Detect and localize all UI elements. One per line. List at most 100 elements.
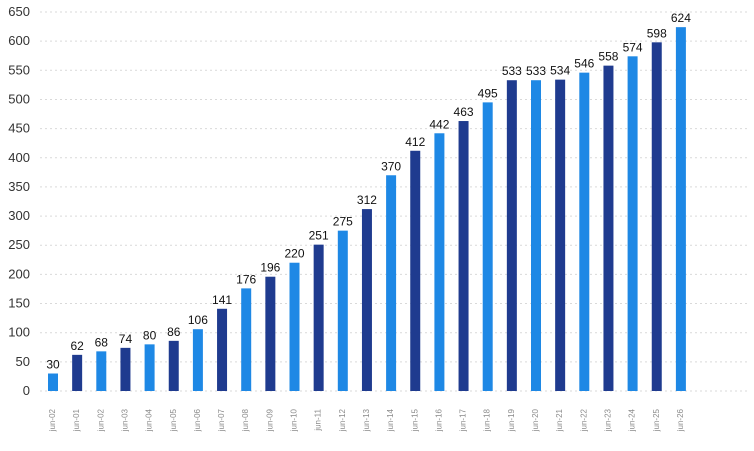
data-label: 251 [309, 229, 329, 243]
data-label: 463 [454, 105, 474, 119]
x-tick-label: jun-08 [241, 408, 250, 432]
x-tick-label: jun-12 [338, 408, 347, 432]
bar [337, 230, 348, 391]
data-labels: 30 62 68 74 80 86 106 141 176 196 220 251 275 312 370 4… [46, 11, 691, 371]
data-label: 312 [357, 193, 377, 207]
bar [555, 79, 566, 391]
bar [506, 80, 517, 391]
bar [434, 133, 445, 391]
bar [48, 373, 58, 391]
bar [72, 354, 83, 391]
data-label: 106 [188, 313, 208, 327]
data-label: 598 [647, 26, 667, 40]
bar [386, 175, 397, 391]
x-tick-label: jun-03 [120, 408, 129, 432]
data-label: 275 [333, 215, 353, 229]
bars [48, 27, 686, 392]
data-label: 533 [526, 64, 546, 78]
bar [168, 340, 179, 391]
bar [651, 42, 662, 391]
data-label: 370 [381, 159, 401, 173]
bar [603, 65, 614, 392]
x-tick-label: jun-02 [96, 408, 105, 432]
x-tick-label: jun-05 [169, 408, 178, 432]
bar [192, 329, 203, 391]
y-tick-label: 250 [8, 237, 30, 252]
x-tick-label: jun-13 [362, 408, 371, 432]
x-tick-label: jun-22 [579, 408, 588, 432]
x-tick-label: jun-19 [507, 408, 516, 432]
x-tick-label: jun-04 [145, 408, 154, 432]
bar [675, 27, 686, 391]
y-tick-label: 300 [8, 208, 30, 223]
x-tick-label: jun-01 [72, 408, 81, 432]
data-label: 80 [143, 328, 157, 342]
bar [627, 56, 638, 392]
y-axis-ticks: 0 50 100 150 200 250 300 350 400 450 500 550 600 650 [8, 4, 30, 398]
x-tick-label: jun-07 [217, 408, 226, 432]
y-tick-label: 50 [16, 354, 30, 369]
bar [313, 244, 324, 391]
x-tick-label: jun-21 [555, 408, 564, 432]
data-label: 624 [671, 11, 691, 25]
data-label: 558 [598, 50, 618, 64]
y-tick-label: 500 [8, 91, 30, 106]
bar [120, 347, 131, 391]
data-label: 546 [574, 57, 594, 71]
bar [458, 121, 469, 391]
y-tick-label: 200 [8, 266, 30, 281]
x-tick-label: jun-15 [410, 408, 419, 432]
data-label: 196 [260, 261, 280, 275]
data-label: 176 [236, 272, 256, 286]
y-tick-label: 600 [8, 33, 30, 48]
data-label: 68 [95, 335, 109, 349]
bar [217, 308, 228, 391]
bar [144, 344, 155, 391]
bar [531, 80, 541, 391]
bar [410, 150, 421, 391]
x-tick-label: jun-14 [386, 408, 395, 432]
x-tick-label: jun-18 [483, 408, 492, 432]
y-tick-label: 350 [8, 179, 30, 194]
y-tick-label: 650 [8, 4, 30, 19]
y-tick-label: 550 [8, 62, 30, 77]
data-label: 86 [167, 325, 181, 339]
x-tick-label: jun-02 [48, 408, 57, 432]
bar [289, 262, 300, 391]
data-label: 74 [119, 332, 133, 346]
x-tick-label: jun-17 [459, 408, 468, 432]
data-label: 534 [550, 64, 570, 78]
data-label: 442 [429, 117, 449, 131]
y-tick-label: 150 [8, 296, 30, 311]
data-label: 62 [70, 339, 84, 353]
bar [579, 72, 590, 391]
bar [265, 276, 276, 391]
data-label: 495 [478, 86, 498, 100]
data-label: 220 [284, 247, 304, 261]
y-tick-label: 0 [23, 383, 30, 398]
x-tick-label: jun-26 [676, 408, 685, 432]
x-tick-label: jun-25 [652, 408, 661, 432]
bar [482, 102, 493, 391]
x-tick-label: jun-09 [265, 408, 274, 432]
data-label: 412 [405, 135, 425, 149]
x-tick-label: jun-10 [290, 408, 299, 432]
y-tick-label: 100 [8, 325, 30, 340]
x-tick-label: jun-06 [193, 408, 202, 432]
y-tick-label: 400 [8, 150, 30, 165]
x-tick-label: jun-23 [603, 408, 612, 432]
bar [361, 209, 372, 391]
bar [241, 288, 252, 391]
x-tick-label: jun-24 [628, 408, 637, 432]
y-tick-label: 450 [8, 121, 30, 136]
x-tick-label: jun-16 [434, 408, 443, 432]
data-label: 30 [46, 358, 60, 372]
x-tick-label: jun-11 [314, 408, 323, 431]
bar [96, 351, 107, 391]
data-label: 533 [502, 64, 522, 78]
x-tick-label: jun-20 [531, 408, 540, 432]
data-label: 141 [212, 293, 232, 307]
x-axis-ticks: jun-02 jun-01 jun-02 jun-03 jun-04 jun-05 jun-… [48, 408, 685, 432]
